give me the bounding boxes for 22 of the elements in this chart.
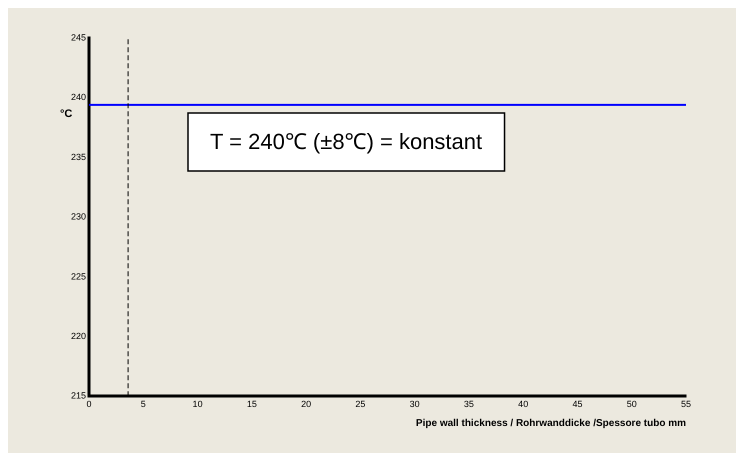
y-tick-label: 235 [70,152,86,162]
x-tick-label: 10 [192,399,203,410]
y-tick-label: 225 [70,271,86,282]
y-tick-label: 220 [70,330,86,341]
x-tick-label: 5 [140,399,146,410]
x-axis-title: Pipe wall thickness / Rohrwanddicke /Spessore tubo mm [416,418,686,429]
x-tick-label: 45 [572,399,582,410]
x-tick-label: 30 [410,399,420,410]
x-tick-label: 0 [86,399,92,410]
x-tick-label: 15 [246,399,257,410]
x-tick-label: 20 [301,399,312,410]
y-tick-label: 230 [70,212,86,222]
y-tick-label: 215 [70,390,86,401]
x-tick-label: 55 [680,399,692,410]
x-tick-label: 25 [355,399,366,410]
x-tick-label: 40 [518,399,528,410]
y-axis-title: °C [60,108,72,120]
x-tick-label: 35 [464,399,474,410]
annotation: T = 240℃ (±8℃) = konstant [210,129,482,154]
y-tick-label: 245 [70,32,86,42]
y-tick-label: 240 [70,92,86,102]
x-tick-label: 50 [626,399,637,410]
